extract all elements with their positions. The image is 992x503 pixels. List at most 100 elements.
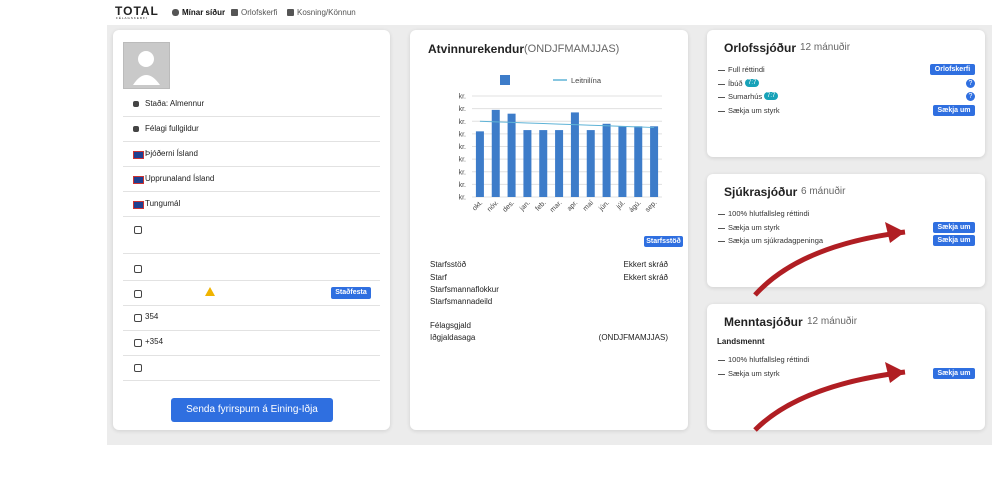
separator: [123, 355, 380, 356]
separator: [123, 116, 380, 117]
chart: kr. kr. kr. kr. kr. kr. kr. kr. kr. Leitnilína okt…: [459, 75, 662, 214]
y-tick-label: kr.: [459, 131, 466, 138]
row-icon: [134, 290, 142, 298]
fund-period: 12 mánuðir: [800, 42, 851, 53]
dash: [718, 83, 725, 85]
separator: [123, 330, 380, 331]
dash: [718, 360, 725, 361]
trend-line: [479, 120, 655, 129]
nav-link[interactable]: Kosning/Könnun: [297, 8, 356, 17]
dash: [718, 70, 725, 71]
y-tick-label: kr.: [459, 169, 466, 176]
nav-link[interactable]: Orlofskerfi: [241, 8, 278, 17]
avatar: [123, 42, 170, 89]
row-label: Starfsmannaflokkur: [430, 285, 499, 294]
row-icon: [134, 339, 142, 347]
avatar-icon: [133, 51, 160, 85]
row-icon: [134, 265, 142, 273]
dash: [718, 227, 725, 229]
fund-title: Menntasjóður: [724, 315, 803, 329]
bar: [507, 113, 516, 197]
logo-sub: FÉLAGSKERFI: [116, 16, 148, 20]
x-tick-label: des.: [502, 199, 516, 213]
row-label: Starfsmannadeild: [430, 297, 493, 306]
phone: 354: [145, 312, 159, 321]
y-tick-label: kr.: [459, 94, 466, 101]
workplace-button[interactable]: Starfsstöð: [644, 236, 683, 247]
bar: [634, 126, 643, 197]
row-icon: [133, 101, 139, 107]
separator: [123, 141, 380, 142]
bar: [650, 126, 659, 197]
mobile: +354: [145, 337, 164, 346]
x-tick-label: jan.: [518, 199, 532, 213]
dash: [718, 241, 725, 242]
row-icon: [133, 201, 144, 209]
help-icon: ?: [966, 78, 975, 88]
fund-title: Sjúkrasjóður: [724, 185, 798, 199]
x-tick-label: jún.: [597, 199, 611, 213]
fund-item: Sækja um styrk: [728, 105, 780, 115]
nav-icon: [172, 9, 179, 16]
nav-icon: [231, 9, 238, 16]
fund-button[interactable]: Sækja um: [933, 367, 975, 379]
card-title: Atvinnurekendur: [428, 42, 525, 56]
x-tick-label: ágú.: [628, 199, 643, 214]
fund-button[interactable]: Sækja um: [933, 235, 975, 246]
bar: [586, 130, 595, 197]
bar: [602, 123, 611, 197]
verify-button[interactable]: Staðfesta: [331, 287, 371, 299]
logo: TOTAL: [115, 4, 159, 18]
profile-row: Tungumál: [145, 199, 181, 208]
profile-card: [113, 30, 390, 430]
dash: [718, 97, 725, 98]
help-icon: ?: [966, 92, 975, 101]
row-icon: [134, 364, 142, 372]
bar: [555, 130, 564, 197]
send-button[interactable]: Senda fyrirspurn á Eining-Iðja: [171, 398, 333, 422]
row-icon: [134, 226, 142, 234]
row-value: Ekkert skráð: [623, 260, 668, 269]
row-label: Starf: [430, 273, 447, 282]
nav-link[interactable]: Mínar síður: [182, 8, 226, 17]
fund-button[interactable]: Sækja um: [933, 104, 975, 116]
fund-item: Sumarhús: [728, 92, 763, 101]
x-tick-label: sep.: [644, 199, 658, 213]
warning-icon: [205, 287, 215, 296]
row-label: Starfsstöð: [430, 260, 467, 269]
fund-button[interactable]: Sækja um: [933, 221, 975, 233]
fund-item: Íbúð: [728, 78, 743, 88]
fund-item: Sækja um styrk: [728, 222, 780, 232]
row-label: Félagsgjald: [430, 321, 471, 330]
y-tick-label: kr.: [459, 119, 466, 126]
separator: [123, 380, 380, 381]
x-tick-label: maí: [582, 199, 595, 212]
nav-icon: [287, 9, 294, 16]
employer-card: [410, 30, 688, 430]
fund-title: Orlofssjóður: [724, 41, 797, 55]
x-tick-label: mar.: [549, 199, 564, 214]
x-tick-label: apr.: [566, 199, 579, 212]
x-tick-label: okt.: [471, 199, 484, 212]
fund-item: Sækja um sjúkradagpeninga: [728, 236, 824, 245]
y-tick-label: kr.: [459, 182, 466, 189]
separator: [123, 166, 380, 167]
separator: [123, 191, 380, 192]
x-tick-label: nóv.: [486, 199, 500, 213]
bar: [523, 130, 532, 197]
row-value: Ekkert skráð: [623, 273, 668, 282]
row-icon: [133, 176, 144, 184]
fund-subtitle: Landsmennt: [717, 337, 765, 346]
x-tick-label: júl.: [615, 199, 627, 211]
profile-row: Upprunaland Ísland: [145, 174, 215, 183]
separator: [123, 216, 380, 217]
fund-button[interactable]: Orlofskerfi: [930, 64, 975, 75]
bar: [570, 112, 579, 197]
fund-item: 100% hlutfallsleg réttindi: [728, 355, 810, 364]
bar: [539, 130, 548, 197]
row-icon: [133, 126, 139, 132]
dash: [718, 110, 725, 112]
profile-row: Félagi fullgildur: [145, 124, 199, 133]
badge: 7:7: [764, 92, 779, 100]
